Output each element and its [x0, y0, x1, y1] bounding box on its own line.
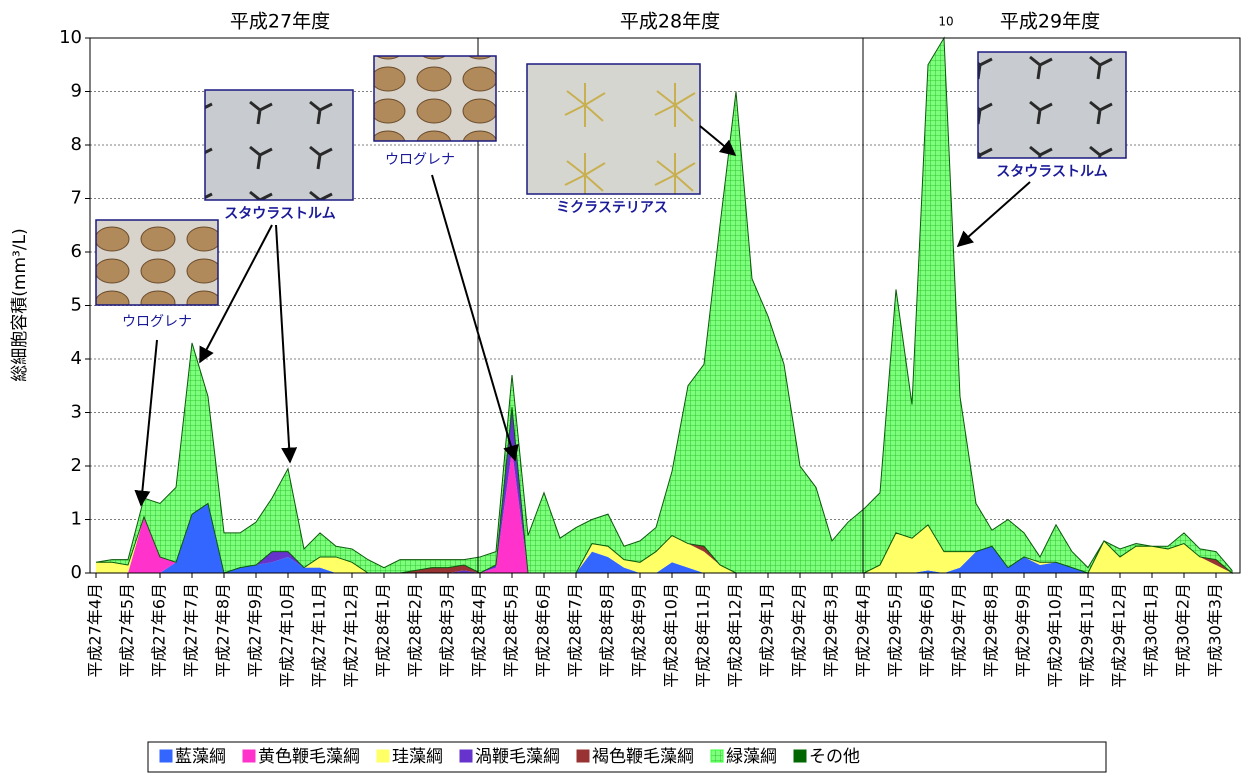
year-label: 平成29年度: [1000, 11, 1100, 33]
x-tick-label: 平成29年10月: [1046, 583, 1065, 688]
y-tick-label: 7: [71, 188, 82, 209]
year-label: 平成28年度: [620, 11, 720, 33]
y-tick-label: 3: [71, 402, 82, 423]
annotation-images: [95, 51, 1127, 306]
x-tick-label: 平成27年11月: [310, 583, 329, 688]
x-tick-label: 平成28年4月: [470, 583, 489, 678]
x-tick-label: 平成29年1月: [758, 583, 777, 678]
x-tick-label: 平成29年8月: [982, 583, 1001, 678]
x-tick-label: 平成29年6月: [918, 583, 937, 678]
legend-label: 褐色鞭毛藻綱: [592, 747, 694, 767]
x-tick-label: 平成29年2月: [790, 583, 809, 678]
x-tick-label: 平成27年4月: [86, 583, 105, 678]
legend-label: 黄色鞭毛藻綱: [258, 747, 360, 767]
y-tick-label: 6: [71, 241, 82, 262]
legend-swatch: [793, 749, 807, 763]
legend-label: その他: [809, 747, 860, 767]
caption: スタウラストルム: [224, 206, 335, 222]
area: [96, 503, 1232, 573]
x-tick-label: 平成27年8月: [214, 583, 233, 678]
arrows: [134, 125, 1031, 507]
y-tick-label: 8: [71, 134, 82, 155]
x-tick-label: 平成29年11月: [1078, 583, 1097, 688]
x-tick-label: 平成28年7月: [566, 583, 585, 678]
y-tick-label: 9: [71, 81, 82, 102]
x-tick-label: 平成29年9月: [1014, 583, 1033, 678]
area: [95, 36, 1233, 575]
legend-swatch: [242, 749, 256, 763]
x-tick-label: 平成28年12月: [726, 583, 745, 688]
x-tick-label: 平成28年8月: [598, 583, 617, 678]
x-tick-label: 平成30年3月: [1206, 583, 1225, 678]
x-tick-label: 平成29年7月: [950, 583, 969, 678]
y-tick-label: 2: [71, 455, 82, 476]
x-tick-label: 平成27年5月: [118, 583, 137, 678]
legend-swatch: [459, 749, 473, 763]
x-tick-label: 平成30年1月: [1142, 583, 1161, 678]
caption: ウログレナ: [385, 152, 455, 168]
caption: ミクラステリアス: [556, 200, 668, 216]
x-tick-label: 平成30年2月: [1174, 583, 1193, 678]
x-tick-label: 平成28年11月: [694, 583, 713, 688]
x-tick-label: 平成28年3月: [438, 583, 457, 678]
x-tick-label: 平成27年6月: [150, 583, 169, 678]
x-tick-label: 平成29年12月: [1110, 583, 1129, 688]
y-tick-label: 4: [71, 348, 82, 369]
legend-label: 藍藻綱: [175, 747, 226, 767]
legend-swatch: [376, 749, 390, 763]
caption: ウログレナ: [122, 314, 192, 330]
legend-swatch: [710, 749, 724, 763]
y-tick-label: 0: [71, 562, 82, 583]
y-tick-label: 5: [71, 295, 82, 316]
caption: スタウラストルム: [996, 164, 1107, 180]
legend-label: 渦鞭毛藻綱: [475, 747, 560, 767]
x-tick-label: 平成28年9月: [630, 583, 649, 678]
x-tick-label: 平成28年2月: [406, 583, 425, 678]
legend-swatch: [159, 749, 173, 763]
x-tick-label: 平成27年7月: [182, 583, 201, 678]
x-tick-label: 平成27年10月: [278, 583, 297, 688]
x-tick-label: 平成28年5月: [502, 583, 521, 678]
y-tick-label: 10: [59, 27, 82, 48]
peak-label: 10: [938, 15, 953, 29]
x-tick-label: 平成28年1月: [374, 583, 393, 678]
legend-frame: [147, 741, 1107, 773]
year-label: 平成27年度: [230, 11, 330, 33]
x-tick-label: 平成29年4月: [854, 583, 873, 678]
x-tick-label: 平成27年12月: [342, 583, 361, 688]
legend-swatch: [576, 749, 590, 763]
legend-label: 緑藻綱: [726, 747, 777, 767]
legend-label: 珪藻綱: [392, 747, 443, 767]
y-axis-label: 総細胞容積(mm³/L): [10, 228, 30, 381]
x-tick-label: 平成29年5月: [886, 583, 905, 678]
x-tick-label: 平成28年6月: [534, 583, 553, 678]
x-tick-label: 平成28年10月: [662, 583, 681, 688]
area: [96, 449, 1232, 573]
x-tick-label: 平成29年3月: [822, 583, 841, 678]
y-tick-label: 1: [71, 509, 82, 530]
x-tick-label: 平成27年9月: [246, 583, 265, 678]
